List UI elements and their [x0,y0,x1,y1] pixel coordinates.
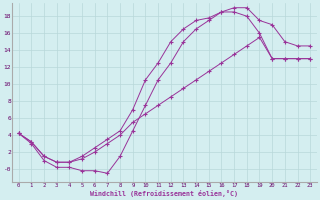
X-axis label: Windchill (Refroidissement éolien,°C): Windchill (Refroidissement éolien,°C) [91,190,238,197]
